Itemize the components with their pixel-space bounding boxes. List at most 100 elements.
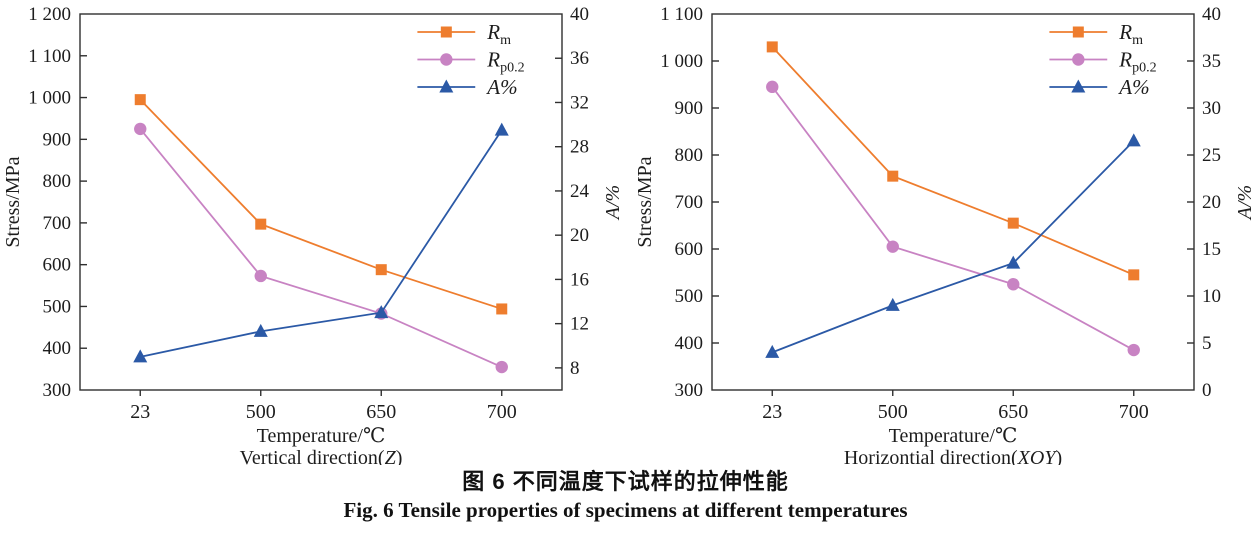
circle-marker	[495, 360, 508, 374]
svg-text:Rm: Rm	[1118, 20, 1143, 48]
square-marker	[1007, 217, 1019, 229]
left-axis: 300 400 500 600 700 800 900 1 000 1 100 1 200	[28, 4, 87, 401]
square-marker	[255, 218, 267, 230]
svg-text:700: 700	[487, 401, 517, 423]
direction-label: Vertical direction(Z)	[240, 447, 403, 465]
svg-text:300: 300	[675, 380, 704, 401]
square-marker	[134, 94, 146, 106]
svg-text:500: 500	[675, 286, 704, 307]
svg-text:30: 30	[1202, 98, 1221, 119]
svg-text:1 100: 1 100	[660, 4, 703, 25]
circle-marker	[254, 269, 267, 283]
svg-text:28: 28	[570, 137, 589, 158]
triangle-marker	[765, 344, 780, 358]
svg-text:23: 23	[762, 401, 782, 423]
legend-item-Rm: Rm	[417, 20, 511, 48]
y-axis-title-left: Stress/MPa	[2, 156, 24, 247]
svg-text:700: 700	[43, 213, 72, 234]
svg-text:40: 40	[570, 4, 589, 25]
triangle-marker	[133, 349, 148, 363]
x-axis: 23 500 650 700	[762, 390, 1149, 423]
legend-item-Rm: Rm	[1049, 20, 1143, 48]
square-marker	[375, 264, 387, 276]
svg-text:700: 700	[675, 192, 704, 213]
svg-text:1 000: 1 000	[28, 88, 71, 109]
svg-text:650: 650	[998, 401, 1028, 423]
svg-text:A%: A%	[1117, 75, 1149, 99]
y-axis-title-right: A/%	[1234, 185, 1251, 221]
triangle-marker	[253, 323, 268, 337]
series-A%	[765, 133, 1141, 358]
square-marker	[440, 26, 452, 38]
svg-text:10: 10	[1202, 286, 1221, 307]
triangle-marker	[374, 305, 389, 319]
x-axis-title: Temperature/℃	[257, 425, 386, 447]
svg-text:Rp0.2: Rp0.2	[1118, 48, 1156, 76]
svg-text:23: 23	[130, 401, 150, 423]
legend-item-A%: A%	[1049, 75, 1150, 99]
circle-marker	[1007, 278, 1020, 291]
svg-text:1 200: 1 200	[28, 4, 71, 25]
figure-caption-en: Fig. 6 Tensile properties of specimens a…	[343, 498, 908, 522]
svg-text:400: 400	[675, 333, 704, 354]
svg-text:20: 20	[1202, 192, 1221, 213]
svg-text:300: 300	[43, 380, 72, 401]
svg-text:600: 600	[43, 255, 72, 276]
svg-text:900: 900	[675, 98, 704, 119]
circle-marker	[766, 80, 779, 94]
series-Rm	[766, 41, 1140, 281]
svg-text:8: 8	[570, 358, 580, 379]
svg-text:800: 800	[43, 171, 72, 192]
triangle-marker	[494, 122, 509, 136]
figure-caption-zh: 图 6 不同温度下试样的拉伸性能	[462, 469, 789, 494]
legend-item-Rp0.2: Rp0.2	[1049, 48, 1157, 76]
direction-label: Horizontial direction(XOY)	[844, 447, 1062, 465]
svg-text:1 100: 1 100	[28, 46, 71, 67]
svg-text:20: 20	[570, 225, 589, 246]
svg-text:700: 700	[1119, 401, 1149, 423]
series-A%	[133, 122, 509, 363]
svg-text:25: 25	[1202, 145, 1221, 166]
svg-text:40: 40	[1202, 4, 1221, 25]
svg-text:500: 500	[43, 296, 72, 317]
svg-text:1 000: 1 000	[660, 51, 703, 72]
svg-text:36: 36	[570, 48, 589, 69]
triangle-marker	[885, 297, 900, 311]
tensile-chart-vertical-z: 300 400 500 600 700 800 900 1 000 1 100 1 200 8 12 1…	[2, 4, 624, 465]
svg-text:Rm: Rm	[486, 20, 511, 48]
svg-text:32: 32	[570, 92, 589, 113]
circle-marker	[1127, 343, 1140, 357]
right-axis: 0 5 10 15 20 25 30 35 40	[1187, 4, 1221, 401]
right-axis: 8 12 16 20 24 28 32 36 40	[555, 4, 590, 379]
square-marker	[1128, 269, 1140, 281]
plot-frame	[79, 13, 563, 391]
legend-item-Rp0.2: Rp0.2	[417, 48, 525, 76]
svg-text:Rp0.2: Rp0.2	[486, 48, 524, 76]
circle-marker	[134, 122, 147, 136]
svg-text:600: 600	[675, 239, 704, 260]
svg-text:24: 24	[570, 181, 590, 202]
circle-marker	[1072, 53, 1085, 66]
svg-text:400: 400	[43, 338, 72, 359]
svg-text:650: 650	[366, 401, 396, 423]
circle-marker	[440, 53, 453, 66]
circle-marker	[886, 240, 899, 253]
svg-text:12: 12	[570, 314, 589, 335]
triangle-marker	[1126, 133, 1141, 147]
svg-text:A%: A%	[485, 75, 517, 99]
square-marker	[496, 303, 508, 315]
x-axis-title: Temperature/℃	[889, 425, 1018, 447]
square-marker	[887, 170, 899, 182]
series-Rp0.2	[134, 122, 508, 374]
series-Rp0.2	[766, 80, 1140, 357]
square-marker	[1072, 26, 1084, 38]
svg-text:16: 16	[570, 269, 589, 290]
legend-item-A%: A%	[417, 75, 518, 99]
svg-text:800: 800	[675, 145, 704, 166]
svg-text:500: 500	[246, 401, 276, 423]
svg-text:15: 15	[1202, 239, 1221, 260]
